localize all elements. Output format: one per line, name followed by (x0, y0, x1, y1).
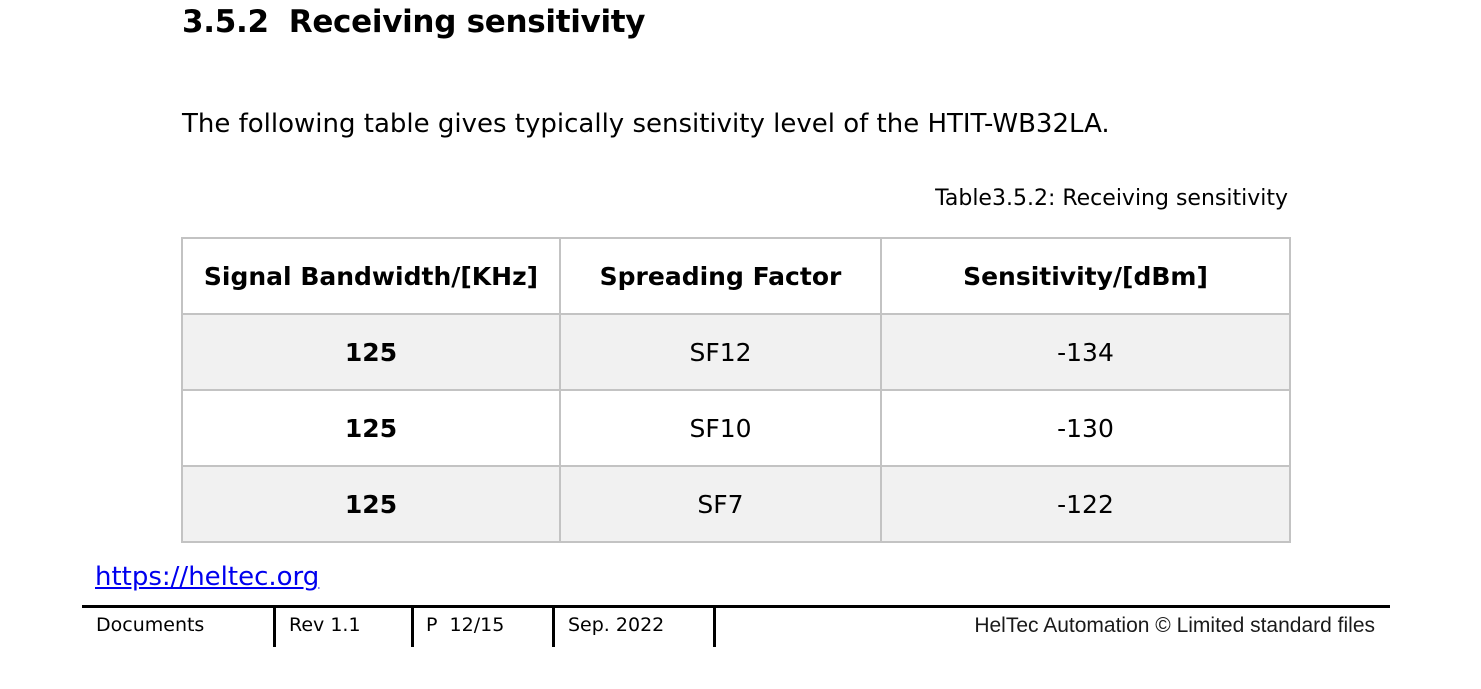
table-row: 125 SF7 -122 (181, 465, 1291, 543)
table-row: 125 SF10 -130 (181, 389, 1291, 467)
cell-bandwidth: 125 (181, 465, 561, 543)
cell-spreading-factor: SF12 (559, 313, 882, 391)
footer-page: P 12/15 (426, 614, 505, 636)
table-row: 125 SF12 -134 (181, 313, 1291, 391)
cell-sensitivity: -134 (880, 313, 1291, 391)
cell-spreading-factor: SF10 (559, 389, 882, 467)
footer-separator (713, 608, 716, 647)
footer-separator (411, 608, 414, 647)
section-number: 3.5.2 (182, 4, 269, 40)
footer-separator (552, 608, 555, 647)
cell-bandwidth: 125 (181, 313, 561, 391)
header-sensitivity: Sensitivity/[dBm] (880, 237, 1291, 315)
table-caption: Table3.5.2: Receiving sensitivity (935, 186, 1288, 211)
footer-date: Sep. 2022 (568, 614, 665, 636)
intro-paragraph: The following table gives typically sens… (182, 109, 1110, 139)
heltec-link[interactable]: https://heltec.org (95, 562, 320, 592)
footer-documents: Documents (96, 614, 205, 636)
footer-divider (82, 605, 1390, 608)
table-header-row: Signal Bandwidth/[KHz] Spreading Factor … (181, 237, 1291, 315)
sensitivity-table: Signal Bandwidth/[KHz] Spreading Factor … (181, 237, 1291, 543)
footer-company: HelTec Automation © Limited standard fil… (974, 614, 1375, 637)
cell-sensitivity: -130 (880, 389, 1291, 467)
section-heading: 3.5.2 Receiving sensitivity (182, 4, 646, 40)
cell-spreading-factor: SF7 (559, 465, 882, 543)
header-signal-bandwidth: Signal Bandwidth/[KHz] (181, 237, 561, 315)
cell-bandwidth: 125 (181, 389, 561, 467)
cell-sensitivity: -122 (880, 465, 1291, 543)
footer-revision: Rev 1.1 (289, 614, 361, 636)
section-title: Receiving sensitivity (288, 4, 646, 40)
header-spreading-factor: Spreading Factor (559, 237, 882, 315)
footer-separator (273, 608, 276, 647)
